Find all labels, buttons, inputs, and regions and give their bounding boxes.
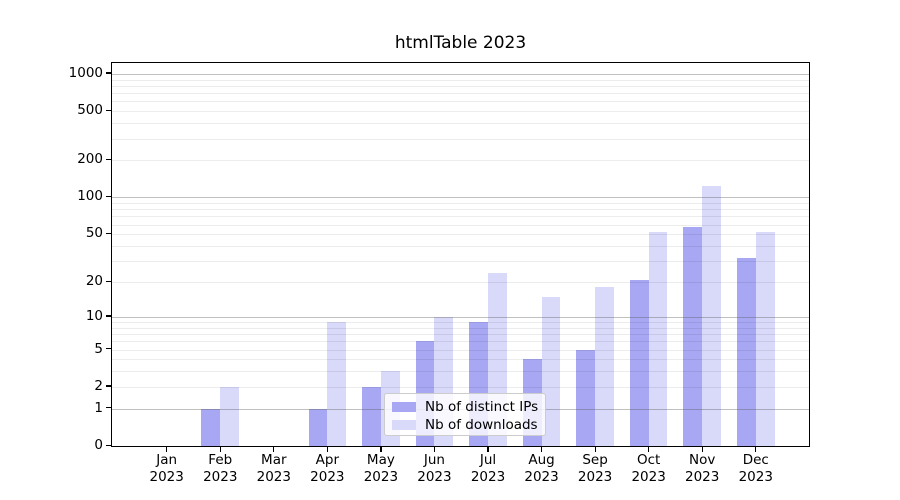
x-tick-mark-jan xyxy=(166,447,168,452)
legend-entry-downloads: Nb of downloads xyxy=(392,416,539,434)
x-tick-mark-nov xyxy=(701,447,703,452)
y-tick-mark-200 xyxy=(106,158,111,161)
legend-label-distinct-ips: Nb of distinct IPs xyxy=(425,398,539,415)
x-tick-label-mar: Mar 2023 xyxy=(256,452,291,485)
y-tick-mark-1 xyxy=(106,407,111,409)
y-tick-label-200: 200 xyxy=(77,151,103,168)
y-tick-label-10: 10 xyxy=(85,307,103,324)
x-tick-label-aug: Aug 2023 xyxy=(524,452,559,485)
y-tick-mark-500 xyxy=(106,109,111,112)
y-tick-label-5: 5 xyxy=(94,340,103,357)
x-tick-label-apr: Apr 2023 xyxy=(310,452,345,485)
y-tick-mark-1000 xyxy=(106,72,111,74)
x-tick-mark-may xyxy=(380,447,382,452)
y-tick-mark-100 xyxy=(106,195,111,198)
y-tick-label-0: 0 xyxy=(94,437,103,453)
y-tick-label-20: 20 xyxy=(85,273,103,290)
legend-swatch-distinct-ips xyxy=(392,402,416,412)
y-tick-mark-5 xyxy=(106,348,111,350)
x-tick-mark-jul xyxy=(487,447,489,452)
x-tick-label-oct: Oct 2023 xyxy=(631,452,666,485)
x-tick-mark-oct xyxy=(648,447,650,452)
bar-downloads-sep xyxy=(595,287,614,446)
bar-distinct-ips-may xyxy=(362,386,381,446)
bar-downloads-oct xyxy=(648,232,668,446)
bar-downloads-dec xyxy=(755,232,775,446)
x-tick-mark-apr xyxy=(326,447,329,452)
legend-label-downloads: Nb of downloads xyxy=(425,416,538,433)
bar-distinct-ips-sep xyxy=(576,349,596,446)
bar-downloads-apr xyxy=(327,322,347,446)
x-tick-label-sep: Sep 2023 xyxy=(577,452,613,485)
bar-downloads-feb xyxy=(220,386,240,446)
y-tick-label-100: 100 xyxy=(77,188,103,205)
x-tick-mark-feb xyxy=(219,447,221,452)
x-tick-label-jan: Jan 2023 xyxy=(149,452,184,485)
y-tick-label-1000: 1000 xyxy=(68,64,103,81)
y-tick-label-50: 50 xyxy=(85,225,103,242)
x-tick-label-jul: Jul 2023 xyxy=(470,452,506,485)
x-tick-mark-aug xyxy=(540,447,543,452)
x-tick-label-nov: Nov 2023 xyxy=(685,452,720,485)
y-tick-label-2: 2 xyxy=(94,377,103,394)
x-tick-mark-sep xyxy=(594,447,596,452)
y-tick-mark-0 xyxy=(106,444,111,446)
x-tick-mark-mar xyxy=(273,447,275,452)
bar-distinct-ips-nov xyxy=(683,227,703,446)
x-tick-mark-jun xyxy=(433,447,436,452)
y-tick-mark-10 xyxy=(106,315,111,317)
chart-title: htmlTable 2023 xyxy=(394,33,527,53)
x-tick-mark-dec xyxy=(755,447,757,452)
y-tick-label-1: 1 xyxy=(94,399,103,416)
legend: Nb of distinct IPs Nb of downloads xyxy=(384,393,546,436)
bar-distinct-ips-dec xyxy=(736,257,756,446)
bar-downloads-aug xyxy=(541,296,561,446)
bar-distinct-ips-oct xyxy=(629,279,649,446)
legend-swatch-downloads xyxy=(392,420,416,430)
x-tick-label-feb: Feb 2023 xyxy=(203,452,238,485)
legend-entry-distinct-ips: Nb of distinct IPs xyxy=(392,398,539,416)
plot-area: Nb of distinct IPs Nb of downloads xyxy=(111,62,810,447)
x-tick-label-may: May 2023 xyxy=(363,452,399,485)
x-tick-label-dec: Dec 2023 xyxy=(738,452,773,485)
bar-distinct-ips-feb xyxy=(201,408,221,446)
y-tick-mark-2 xyxy=(106,385,111,387)
bar-downloads-nov xyxy=(702,185,721,446)
x-tick-label-jun: Jun 2023 xyxy=(417,452,452,485)
y-tick-label-500: 500 xyxy=(77,102,103,119)
y-tick-mark-20 xyxy=(106,280,111,282)
bars-layer xyxy=(112,63,809,446)
y-tick-mark-50 xyxy=(106,232,111,235)
bar-distinct-ips-apr xyxy=(308,408,328,446)
